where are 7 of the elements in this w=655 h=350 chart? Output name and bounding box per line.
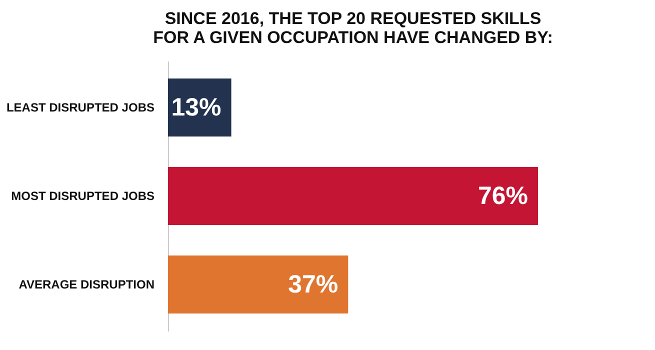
data-label: 13%	[171, 93, 222, 122]
y-tick-label: AVERAGE DISRUPTION	[18, 278, 154, 292]
data-label: 76%	[478, 182, 528, 210]
y-tick-label: MOST DISRUPTED JOBS	[11, 189, 154, 203]
chart-title: SINCE 2016, THE TOP 20 REQUESTED SKILLS FOR A GIVEN OCCUPATION HAVE CHANGED BY:	[153, 9, 553, 47]
data-label: 37%	[288, 270, 338, 299]
y-tick-label: LEAST DISRUPTED JOBS	[6, 100, 154, 114]
